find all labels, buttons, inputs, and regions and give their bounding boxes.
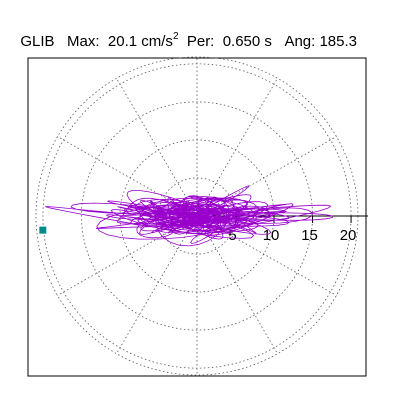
max-exponent: 2 xyxy=(172,31,179,42)
trajectory-path xyxy=(45,185,334,247)
max-marker xyxy=(39,226,47,234)
plot-header: GLIB Max: 20.1 cm/s2 Per: 0.650 s Ang: 1… xyxy=(12,14,357,50)
max-value: 20.1 cm/s xyxy=(107,33,173,50)
grid-spoke xyxy=(57,215,198,296)
period-value: 0.650 s xyxy=(222,33,272,50)
grid-spoke xyxy=(196,215,337,296)
polar-grid xyxy=(35,56,359,376)
grid-spoke xyxy=(196,136,337,217)
grid-spoke xyxy=(57,136,198,217)
station-label: GLIB xyxy=(20,33,55,50)
grid-spoke xyxy=(196,78,278,217)
period-label: Per: xyxy=(186,33,215,50)
x-tick-label: 5 xyxy=(228,227,236,244)
angle-value: 185.3 xyxy=(319,33,358,50)
marker-layer xyxy=(39,226,47,234)
grid-spoke xyxy=(116,78,198,217)
trajectory-layer xyxy=(45,185,334,247)
plot-frame xyxy=(27,57,367,377)
angle-label: Ang: xyxy=(284,33,316,50)
x-tick-label: 10 xyxy=(263,227,280,244)
grid-spoke xyxy=(116,215,198,354)
x-tick-label: 15 xyxy=(301,227,318,244)
x-tick-label: 20 xyxy=(340,227,357,244)
max-label: Max: xyxy=(67,33,100,50)
grid-spoke xyxy=(196,215,278,354)
